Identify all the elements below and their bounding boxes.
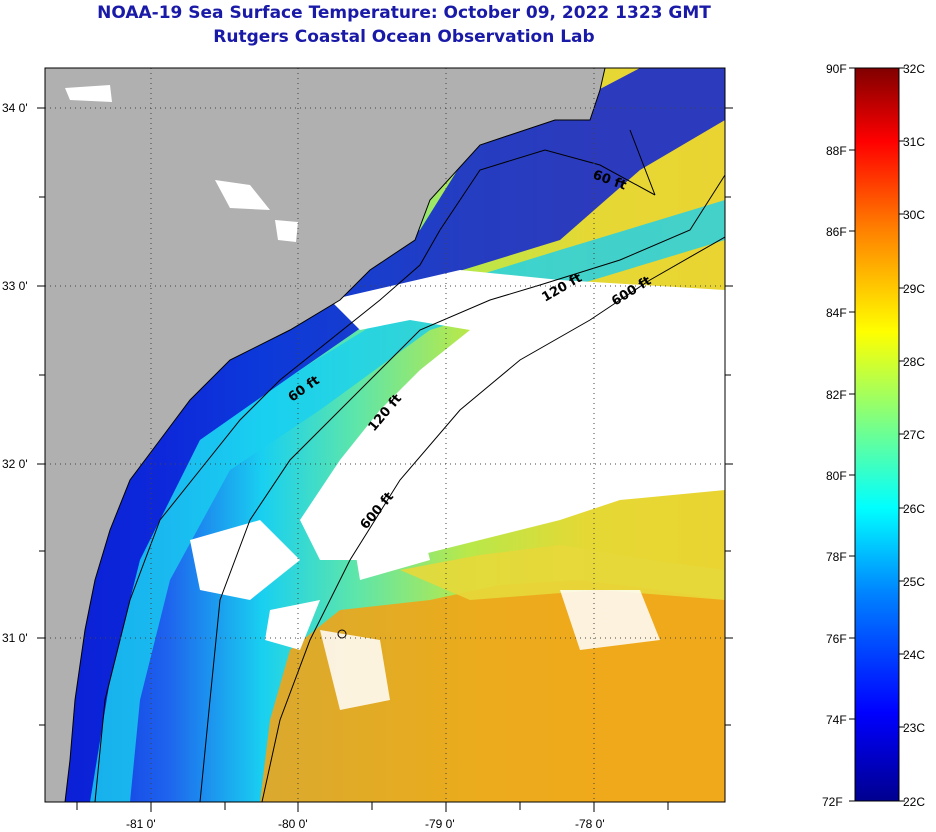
colorbar-c-label: 24C [903,648,925,662]
cloud-cover [300,270,725,560]
colorbar-c-label: 25C [903,575,925,589]
lon-label: -78 0' [575,817,605,831]
cloud-patch [65,85,112,102]
lat-label: 34 0' [2,101,28,115]
colorbar-c-label: 22C [903,795,925,809]
colorbar-f-label: 86F [826,225,847,239]
colorbar-c-label: 31C [903,135,925,149]
colorbar-f-label: 76F [826,632,847,646]
colorbar-f-label: 84F [826,306,847,320]
colorbar-f-label: 74F [826,713,847,727]
cloud-patch [190,520,300,600]
colorbar-f-label: 80F [826,469,847,483]
colorbar-ticks [849,67,905,802]
cloud-patch [560,590,660,650]
cloud-patch [275,220,298,242]
colorbar-f-label: 90F [826,62,847,76]
axis-ticks [37,107,733,812]
temperature-colorbar [854,67,900,802]
map-frame [44,67,726,803]
land-mass [45,68,605,802]
lat-label: 32 0' [2,457,28,471]
colorbar-f-label: 88F [826,144,847,158]
colorbar-c-label: 30C [903,208,925,222]
warm-transition [400,545,725,600]
colorbar-c-label: 27C [903,428,925,442]
colorbar-c-label: 23C [903,721,925,735]
lat-label: 33 0' [2,279,28,293]
contour-60ft [94,129,656,802]
cold-water-band [45,68,725,802]
colorbar-f-label: 72F [822,795,843,809]
graticule [45,68,725,802]
colorbar-c-label: 26C [903,502,925,516]
cloud-patch [320,630,390,710]
cloud-patch [265,600,320,650]
contour-600ft [261,236,725,802]
map-title: NOAA-19 Sea Surface Temperature: October… [97,3,711,23]
lon-label: -79 0' [425,817,455,831]
lon-label: -80 0' [278,817,308,831]
colorbar-c-label: 28C [903,355,925,369]
buoy-marker [337,629,347,639]
contour-120ft [199,174,725,802]
colorbar-c-label: 29C [903,282,925,296]
colorbar-f-label: 82F [826,388,847,402]
cloud-patch [215,180,270,210]
map-subtitle: Rutgers Coastal Ocean Observation Lab [213,27,595,47]
coastline [64,68,606,802]
lat-label: 31 0' [2,631,28,645]
colorbar-f-label: 78F [826,550,847,564]
colorbar-c-label: 32C [903,62,925,76]
lon-label: -81 0' [126,817,156,831]
cloud-patch [350,520,430,580]
